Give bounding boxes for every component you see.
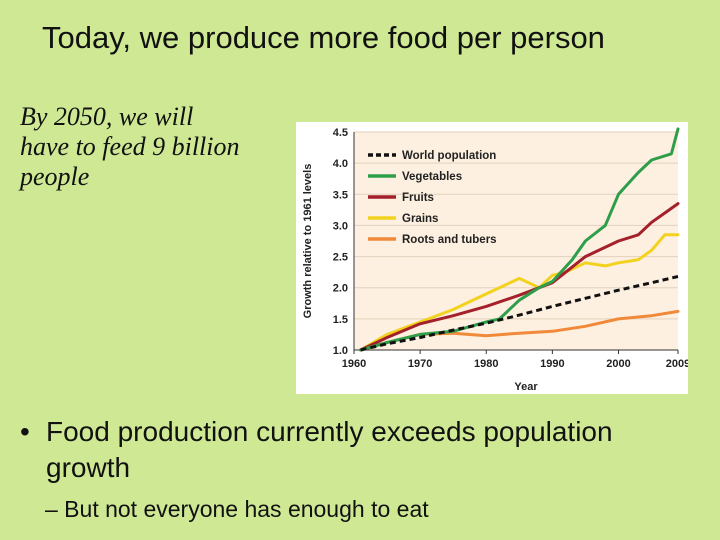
plot-area <box>354 132 678 350</box>
legend: World population Vegetables Fruits Grains Ro… <box>368 150 497 246</box>
sub-bullet: – But not everyone has enough to eat <box>45 496 429 522</box>
y-tick-label: 2.0 <box>333 283 348 295</box>
y-tick-label: 3.0 <box>333 220 348 232</box>
bullet-text: Food production currently exceeds popula… <box>46 416 613 483</box>
slide-title: Today, we produce more food per person <box>42 20 605 55</box>
bullet-marker: • <box>20 416 30 447</box>
y-tick-label: 4.0 <box>333 158 348 170</box>
series-lines <box>359 127 680 352</box>
y-tick-labels: 1.0 1.5 2.0 2.5 3.0 3.5 4.0 4.5 <box>333 127 348 357</box>
x-tick-label: 2009 <box>666 358 688 370</box>
x-tick-label: 1980 <box>474 358 498 370</box>
x-tick-label: 1960 <box>342 358 366 370</box>
population-note: By 2050, we will have to feed 9 billion … <box>20 102 240 191</box>
y-tick-label: 4.5 <box>333 127 348 139</box>
food-growth-chart: 1.0 1.5 2.0 2.5 3.0 3.5 4.0 4.5 1960 1970 1980 199… <box>296 122 688 394</box>
y-tick-label: 3.5 <box>333 189 348 201</box>
legend-label: Roots and tubers <box>402 234 497 246</box>
series-line-grains <box>359 233 680 352</box>
y-axis-label: Growth relative to 1961 levels <box>302 164 314 319</box>
y-tick-label: 1.5 <box>333 314 348 326</box>
x-tick-label: 1990 <box>540 358 564 370</box>
chart-svg: 1.0 1.5 2.0 2.5 3.0 3.5 4.0 4.5 1960 1970 1980 199… <box>302 127 688 393</box>
series-line-world-population <box>360 275 679 352</box>
legend-label: Fruits <box>402 192 434 204</box>
legend-label: Vegetables <box>402 171 462 183</box>
x-axis-label: Year <box>514 381 538 393</box>
legend-label: World population <box>402 150 496 162</box>
x-tick-label: 2000 <box>606 358 630 370</box>
bullet-point: • Food production currently exceeds popul… <box>20 414 686 486</box>
y-tick-label: 2.5 <box>333 252 348 264</box>
y-tick-label: 1.0 <box>333 345 348 357</box>
x-tick-labels: 1960 1970 1980 1990 2000 2009 <box>342 358 688 370</box>
x-tick-label: 1970 <box>408 358 432 370</box>
legend-label: Grains <box>402 213 438 225</box>
axes <box>353 132 679 354</box>
